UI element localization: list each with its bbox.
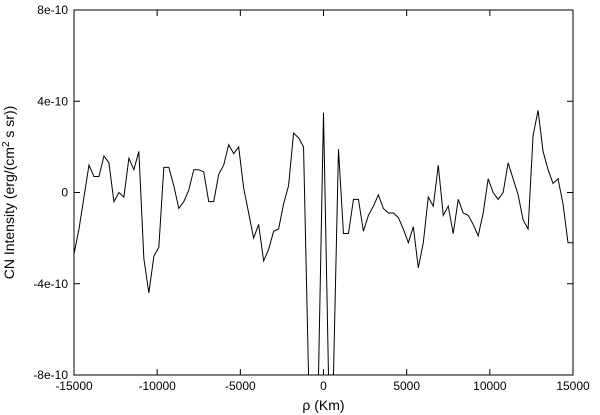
x-tick-label: 15000 — [556, 379, 590, 393]
y-tick-label: 4e-10 — [37, 94, 68, 108]
y-axis-label-main: CN Intensity (erg/(cm — [1, 147, 17, 279]
y-tick-label: -4e-10 — [33, 277, 68, 291]
axis-ticks — [73, 9, 574, 376]
y-tick-label: -8e-10 — [33, 368, 68, 382]
y-tick-label: 0 — [61, 186, 68, 200]
plot-frame — [73, 9, 574, 376]
x-axis-label: ρ (Km) — [302, 397, 344, 413]
x-tick-label: -5000 — [225, 379, 256, 393]
y-axis-label: CN Intensity (erg/(cm2 s sr)) — [1, 106, 18, 280]
y-axis-label-tail: s sr)) — [1, 106, 17, 142]
series-line — [73, 110, 573, 376]
x-tick-label: -10000 — [138, 379, 176, 393]
y-tick-label: 8e-10 — [37, 3, 68, 17]
x-tick-label: 10000 — [473, 379, 507, 393]
x-tick-label: 5000 — [393, 379, 420, 393]
y-axis-label-superscript: 2 — [1, 141, 12, 147]
x-tick-label: -15000 — [55, 379, 93, 393]
axis-tick-labels: -15000 -10000 -5000 0 5000 10000 15000 -8e-10 -4… — [33, 3, 590, 393]
x-tick-label: 0 — [320, 379, 327, 393]
